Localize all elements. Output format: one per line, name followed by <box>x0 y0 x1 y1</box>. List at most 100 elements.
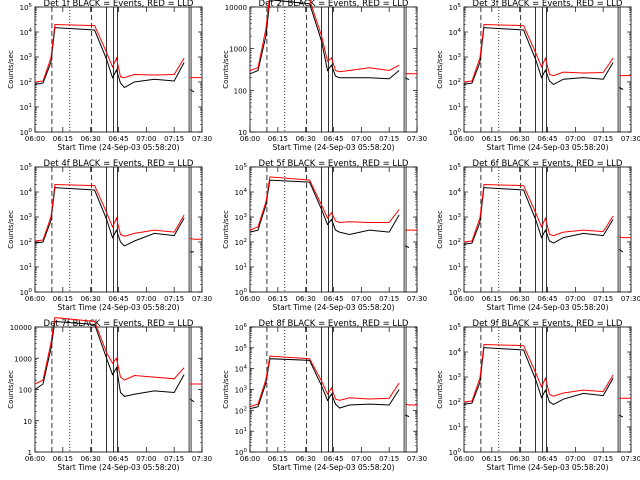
y-tick-label: 102 <box>20 238 32 247</box>
y-tick-label: 104 <box>449 348 462 357</box>
y-tick-label: 100 <box>234 87 247 95</box>
x-tick-label: 07:00 <box>351 135 371 143</box>
events-series-line <box>249 358 410 418</box>
y-tick-exponent: 0 <box>244 288 248 294</box>
x-axis-label: Start Time (24-Sep-03 05:58:20) <box>58 463 180 472</box>
y-tick-exponent: 5 <box>458 323 462 329</box>
x-tick-label: 06:15 <box>268 295 288 303</box>
x-tick-label: 07:15 <box>164 135 184 143</box>
y-tick-label: 105 <box>449 323 462 332</box>
lld-series-line <box>34 23 202 83</box>
y-tick-label: 100 <box>19 387 32 395</box>
x-tick-label: 06:15 <box>482 455 502 463</box>
events-series-line <box>463 187 624 253</box>
chart-panel-2: Det 2f BLACK = Events, RED = LLD 10 100 100… <box>222 0 427 152</box>
x-tick-label: 06:00 <box>240 135 260 143</box>
x-axis-label: Start Time (24-Sep-03 05:58:20) <box>273 463 395 472</box>
y-tick-label: 104 <box>235 365 248 374</box>
x-tick-label: 07:00 <box>565 135 585 143</box>
y-tick-label: 100 <box>235 288 248 297</box>
y-tick-exponent: 2 <box>458 398 462 404</box>
x-tick-label: 06:15 <box>482 135 502 143</box>
chart-panel-1: Det 1f BLACK = Events, RED = LLD10010110… <box>7 0 212 152</box>
lld-series-line <box>249 355 417 408</box>
y-tick-label: 10 <box>238 129 247 137</box>
x-tick-label: 06:15 <box>268 455 288 463</box>
x-tick-label: 07:00 <box>565 295 585 303</box>
y-tick-exponent: 3 <box>458 53 462 59</box>
x-tick-label: 07:30 <box>407 455 427 463</box>
plot-frame <box>34 326 203 453</box>
x-tick-label: 07:30 <box>621 455 640 463</box>
y-tick-label: 105 <box>449 163 462 172</box>
y-tick-exponent: 3 <box>244 213 248 219</box>
y-tick-label: 101 <box>20 103 32 112</box>
y-tick-exponent: 4 <box>29 188 33 194</box>
y-tick-exponent: 1 <box>244 263 248 269</box>
x-tick-label: 06:00 <box>454 135 474 143</box>
y-tick-label: 101 <box>449 103 461 112</box>
y-tick-exponent: 5 <box>458 163 462 169</box>
y-tick-exponent: 1 <box>244 427 248 433</box>
y-axis-label: Counts/sec <box>222 210 230 249</box>
x-tick-label: 06:30 <box>510 455 530 463</box>
x-tick-label: 07:15 <box>593 455 613 463</box>
y-tick-label: 103 <box>449 373 462 382</box>
x-axis-label: Start Time (24-Sep-03 05:58:20) <box>273 143 395 152</box>
x-tick-label: 06:30 <box>296 455 316 463</box>
y-tick-label: 100 <box>20 288 33 297</box>
plot-frame <box>249 166 418 293</box>
events-series-line <box>249 179 410 248</box>
x-tick-label: 06:00 <box>25 295 45 303</box>
y-tick-exponent: 3 <box>244 386 248 392</box>
y-tick-label: 103 <box>449 213 462 222</box>
events-series-line <box>249 0 410 81</box>
y-tick-exponent: 3 <box>29 213 33 219</box>
x-tick-label: 07:30 <box>407 295 427 303</box>
y-tick-label: 105 <box>235 344 248 353</box>
y-tick-label: 105 <box>20 3 33 12</box>
plot-frame <box>463 6 632 133</box>
y-tick-exponent: 1 <box>458 423 462 429</box>
x-tick-label: 06:00 <box>25 455 45 463</box>
y-tick-label: 103 <box>235 213 248 222</box>
x-tick-label: 07:00 <box>351 455 371 463</box>
x-tick-label: 06:45 <box>323 135 343 143</box>
x-tick-label: 06:00 <box>240 295 260 303</box>
x-tick-label: 07:30 <box>621 295 640 303</box>
y-tick-exponent: 1 <box>458 263 462 269</box>
lld-series-line <box>249 176 417 231</box>
chart-title: Det 8f BLACK = Events, RED = LLD <box>259 319 409 329</box>
x-axis-label: Start Time (24-Sep-03 05:58:20) <box>58 303 180 312</box>
y-tick-label: 105 <box>20 163 33 172</box>
y-tick-exponent: 1 <box>29 103 33 109</box>
y-tick-exponent: 2 <box>458 78 462 84</box>
y-tick-label: 105 <box>449 3 462 12</box>
y-tick-label: 10000 <box>225 4 247 12</box>
x-tick-label: 06:30 <box>81 135 101 143</box>
x-tick-label: 06:45 <box>537 135 557 143</box>
lld-series-line <box>34 317 202 385</box>
plot-frame <box>463 326 632 453</box>
y-tick-exponent: 5 <box>29 3 33 9</box>
x-tick-label: 06:30 <box>296 135 316 143</box>
y-tick-label: 1000 <box>14 355 32 363</box>
lld-series-line <box>34 183 202 242</box>
x-tick-label: 07:00 <box>136 455 156 463</box>
y-tick-exponent: 5 <box>244 163 248 169</box>
y-tick-label: 101 <box>449 423 461 432</box>
lld-series-line <box>463 343 631 403</box>
y-tick-exponent: 6 <box>244 323 248 329</box>
y-tick-label: 101 <box>449 263 461 272</box>
y-tick-label: 102 <box>449 238 461 247</box>
y-tick-exponent: 5 <box>244 344 248 350</box>
chart-title: Det 5f BLACK = Events, RED = LLD <box>259 159 409 169</box>
y-tick-exponent: 4 <box>458 188 462 194</box>
chart-title: Det 9f BLACK = Events, RED = LLD <box>473 319 623 329</box>
y-tick-exponent: 1 <box>29 263 33 269</box>
y-tick-exponent: 2 <box>29 238 33 244</box>
x-tick-label: 07:30 <box>192 295 212 303</box>
y-tick-exponent: 2 <box>244 238 248 244</box>
y-axis-label: Counts/sec <box>436 370 444 409</box>
